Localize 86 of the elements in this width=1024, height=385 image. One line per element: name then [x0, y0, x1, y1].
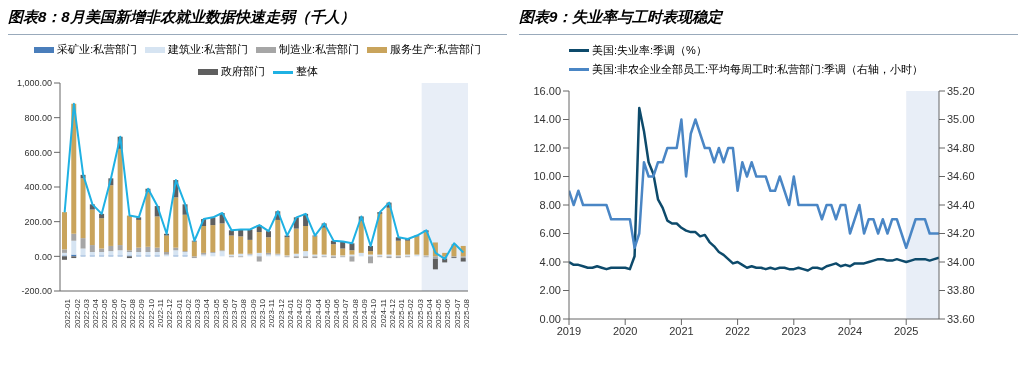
x-tick-label: 2023-10 — [258, 298, 268, 329]
x-tick-label: 2023-05 — [211, 298, 221, 329]
legend-label: 建筑业:私营部门 — [168, 43, 248, 57]
y-tick-label: 2.00 — [539, 284, 561, 297]
x-tick-label: 2024-05 — [322, 298, 332, 329]
x-tick-label: 2022-04 — [91, 298, 101, 329]
y-tick-label: 1,000.00 — [16, 78, 52, 89]
x-tick-label: 2020 — [612, 324, 638, 337]
y-tick-label: 0.00 — [539, 312, 561, 325]
x-tick-label: 2024-11 — [378, 298, 388, 328]
x-tick-label: 2023 — [781, 324, 807, 337]
chart-title: 图表8：8月美国新增非农就业数据快速走弱（千人） — [8, 8, 507, 35]
legend-label: 美国:失业率:季调（%） — [592, 43, 707, 58]
y-tick-label: 12.00 — [533, 141, 561, 154]
y-tick-label: 6.00 — [539, 227, 561, 240]
x-tick-label: 2023-04 — [202, 298, 212, 329]
x-tick-label: 2024-04 — [313, 298, 323, 329]
x-tick-label: 2024-10 — [369, 298, 379, 329]
x-tick-label: 2024-07 — [341, 298, 351, 329]
y2-tick-label: 33.80 — [947, 284, 975, 297]
chart-title: 图表9：失业率与工时表现稳定 — [519, 8, 1018, 35]
x-tick-label: 2023-09 — [248, 298, 258, 329]
y-tick-label: 400.00 — [24, 182, 52, 193]
y-tick-label: 200.00 — [24, 216, 52, 227]
y-tick-label: 800.00 — [24, 112, 52, 123]
x-tick-label: 2024-09 — [360, 298, 370, 329]
x-tick-label: 2023-11 — [267, 298, 277, 328]
x-tick-label: 2023-08 — [239, 298, 249, 329]
y2-tick-label: 35.00 — [947, 113, 975, 126]
y-tick-label: 4.00 — [539, 255, 561, 268]
x-tick-label: 2025-05 — [434, 298, 444, 329]
y-tick-label: 10.00 — [533, 170, 561, 183]
legend-label: 政府部门 — [220, 65, 265, 79]
x-tick-label: 2024-06 — [332, 298, 342, 329]
x-tick-label: 2022-11 — [156, 298, 166, 328]
x-tick-label: 2022-02 — [72, 298, 82, 329]
y-tick-label: 8.00 — [539, 198, 561, 211]
legend-label: 美国:非农企业全部员工:平均每周工时:私营部门:季调（右轴，小时） — [592, 62, 924, 77]
legend-label: 制造业:私营部门 — [279, 43, 359, 57]
y2-tick-label: 34.80 — [947, 141, 975, 154]
x-tick-label: 2024-03 — [304, 298, 314, 329]
x-tick-label: 2025-07 — [452, 298, 462, 329]
x-tick-label: 2025 — [893, 324, 919, 337]
y2-tick-label: 34.00 — [947, 255, 975, 268]
x-tick-label: 2025-02 — [406, 298, 416, 329]
legend-label: 服务生产:私营部门 — [389, 43, 481, 57]
x-tick-label: 2022-03 — [81, 298, 91, 329]
x-tick-label: 2024-02 — [295, 298, 305, 329]
x-tick-label: 2025-08 — [462, 298, 472, 329]
x-tick-label: 2022-06 — [109, 298, 119, 329]
x-tick-label: 2023-06 — [220, 298, 230, 329]
y2-tick-label: 33.60 — [947, 312, 975, 325]
x-tick-label: 2022-12 — [165, 298, 175, 329]
x-tick-label: 2024-12 — [387, 298, 397, 329]
x-tick-label: 2022-08 — [128, 298, 138, 329]
x-tick-label: 2022 — [725, 324, 750, 337]
x-tick-label: 2024-08 — [350, 298, 360, 329]
x-tick-label: 2024-01 — [285, 298, 295, 329]
x-tick-label: 2023-12 — [276, 298, 286, 329]
y-tick-label: -200.00 — [21, 286, 52, 297]
x-tick-label: 2022-10 — [146, 298, 156, 329]
y-tick-label: 0.00 — [34, 251, 52, 262]
x-tick-label: 2021 — [669, 324, 694, 337]
y-tick-label: 16.00 — [533, 84, 561, 97]
x-tick-label: 2025-06 — [443, 298, 453, 329]
x-tick-label: 2023-01 — [174, 298, 184, 329]
x-tick-label: 2023-07 — [230, 298, 240, 329]
x-tick-label: 2025-01 — [397, 298, 407, 329]
x-tick-label: 2022-07 — [118, 298, 128, 329]
x-tick-label: 2022-09 — [137, 298, 147, 329]
x-tick-label: 2023-02 — [183, 298, 193, 329]
y2-tick-label: 34.20 — [947, 227, 975, 240]
x-tick-label: 2025-03 — [415, 298, 425, 329]
x-tick-label: 2024 — [837, 324, 863, 337]
y-tick-label: 14.00 — [533, 113, 561, 126]
x-tick-label: 2019 — [556, 324, 582, 337]
y2-tick-label: 34.60 — [947, 170, 975, 183]
x-tick-label: 2022-01 — [63, 298, 73, 329]
legend-label: 采矿业:私营部门 — [57, 43, 138, 57]
x-tick-label: 2025-04 — [424, 298, 434, 329]
x-tick-label: 2022-05 — [100, 298, 110, 329]
x-tick-label: 2023-03 — [193, 298, 203, 329]
legend-label: 整体 — [295, 65, 318, 79]
y2-tick-label: 34.40 — [947, 198, 975, 211]
y2-tick-label: 35.20 — [947, 84, 975, 97]
y-tick-label: 600.00 — [24, 147, 52, 158]
